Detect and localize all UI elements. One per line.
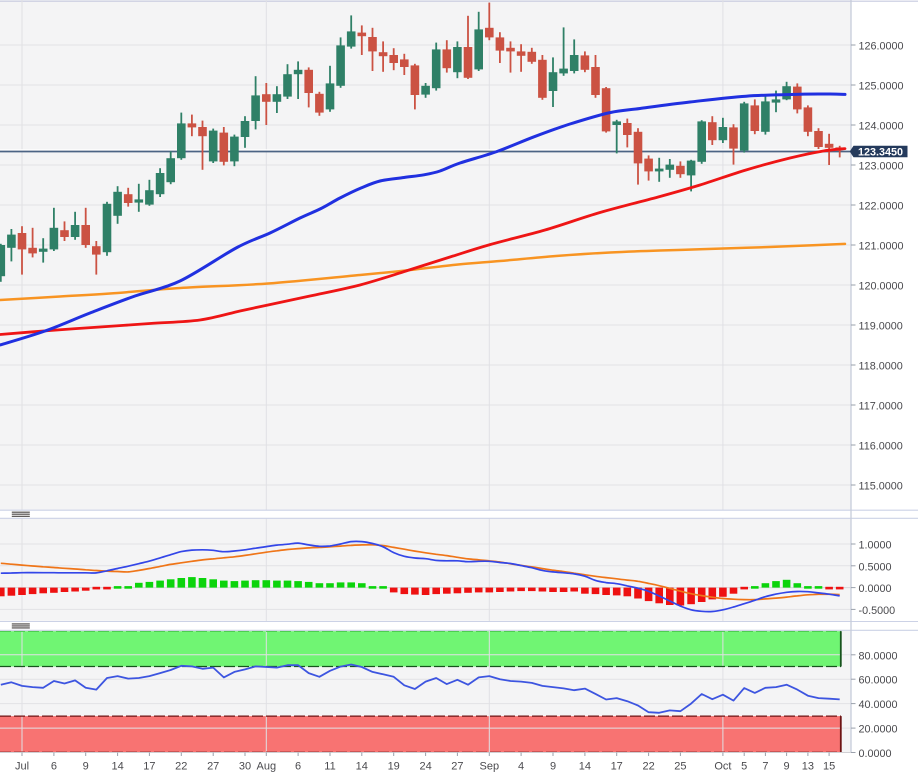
svg-text:126.0000: 126.0000 (859, 41, 904, 53)
svg-text:14: 14 (579, 761, 591, 773)
svg-text:9: 9 (550, 761, 556, 773)
svg-text:4: 4 (518, 761, 524, 773)
svg-text:118.0000: 118.0000 (859, 361, 903, 373)
svg-text:122.0000: 122.0000 (859, 201, 904, 213)
svg-text:20.0000: 20.0000 (859, 724, 898, 736)
svg-text:116.0000: 116.0000 (859, 441, 903, 453)
svg-text:125.0000: 125.0000 (859, 81, 904, 93)
svg-text:9: 9 (83, 761, 89, 773)
svg-text:30: 30 (239, 761, 251, 773)
svg-text:15: 15 (823, 761, 835, 773)
svg-text:115.0000: 115.0000 (859, 481, 903, 493)
svg-text:22: 22 (642, 761, 654, 773)
svg-text:17: 17 (611, 761, 623, 773)
svg-text:6: 6 (295, 761, 301, 773)
svg-text:123.3450: 123.3450 (858, 146, 903, 158)
svg-text:0.5000: 0.5000 (859, 561, 892, 573)
svg-text:123.0000: 123.0000 (859, 161, 904, 173)
svg-text:Sep: Sep (480, 761, 500, 773)
svg-text:27: 27 (207, 761, 219, 773)
svg-text:Oct: Oct (714, 761, 731, 773)
svg-text:0.0000: 0.0000 (859, 583, 892, 595)
svg-text:Jul: Jul (15, 761, 29, 773)
svg-text:7: 7 (762, 761, 768, 773)
svg-text:80.0000: 80.0000 (859, 650, 898, 662)
svg-text:25: 25 (674, 761, 686, 773)
svg-text:27: 27 (451, 761, 463, 773)
svg-text:14: 14 (111, 761, 123, 773)
svg-text:119.0000: 119.0000 (859, 321, 903, 333)
svg-text:Aug: Aug (257, 761, 277, 773)
svg-text:17: 17 (143, 761, 155, 773)
svg-text:1.0000: 1.0000 (859, 540, 892, 552)
svg-text:9: 9 (784, 761, 790, 773)
svg-text:19: 19 (388, 761, 400, 773)
svg-text:40.0000: 40.0000 (859, 699, 898, 711)
svg-text:11: 11 (324, 761, 335, 773)
svg-text:22: 22 (175, 761, 187, 773)
svg-text:60.0000: 60.0000 (859, 675, 898, 687)
svg-text:-0.5000: -0.5000 (859, 605, 896, 617)
svg-text:121.0000: 121.0000 (859, 241, 904, 253)
svg-text:14: 14 (356, 761, 368, 773)
svg-text:5: 5 (741, 761, 747, 773)
svg-text:24: 24 (419, 761, 431, 773)
svg-text:120.0000: 120.0000 (859, 281, 904, 293)
svg-text:6: 6 (51, 761, 57, 773)
svg-text:117.0000: 117.0000 (859, 401, 903, 413)
svg-text:124.0000: 124.0000 (859, 121, 904, 133)
svg-text:13: 13 (802, 761, 814, 773)
svg-text:0.0000: 0.0000 (859, 748, 892, 760)
